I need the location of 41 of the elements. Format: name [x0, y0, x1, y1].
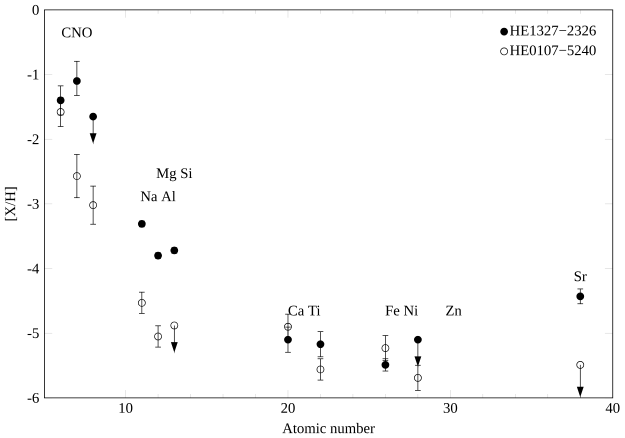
y-axis-title: [X/H] — [4, 187, 18, 220]
point — [576, 360, 584, 369]
y-tick-label: -2 — [28, 134, 38, 144]
point — [414, 374, 422, 382]
point — [56, 108, 65, 116]
y-tick-label: -1 — [28, 70, 38, 80]
point — [138, 298, 146, 307]
point — [316, 366, 324, 374]
annotation: Zn — [446, 306, 462, 316]
annotation: Na Al — [140, 190, 176, 202]
y-tick-label: -3 — [28, 198, 39, 209]
point — [73, 172, 81, 180]
annotation: Fe Ni — [386, 306, 418, 316]
point — [89, 112, 97, 120]
y-tick-label: 0 — [32, 4, 39, 15]
point — [382, 344, 390, 352]
point — [414, 336, 422, 344]
y-tick-label: -4 — [28, 264, 40, 274]
point — [576, 292, 584, 300]
annotation: Sr — [574, 271, 587, 282]
legend-label: HE0107−5240 — [510, 45, 596, 56]
point — [73, 77, 81, 85]
point — [154, 332, 162, 340]
annotation: Mg Si — [156, 168, 192, 182]
point — [89, 201, 97, 209]
annotation: CNO — [62, 27, 92, 38]
y-tick-label: -6 — [28, 392, 39, 403]
point — [382, 360, 390, 369]
point — [316, 340, 324, 348]
x-tick-label: 30 — [444, 402, 458, 413]
annotation: Ca Ti — [288, 306, 320, 316]
x-tick-label: 20 — [281, 402, 295, 413]
point — [170, 322, 178, 330]
legend-label: HE1327−2326 — [510, 26, 596, 36]
x-tick-label: 10 — [120, 402, 132, 413]
x-tick-label: 40 — [606, 402, 620, 413]
point — [284, 322, 292, 331]
point — [56, 96, 65, 104]
x-axis-title: Atomic number — [282, 422, 375, 434]
point — [284, 336, 292, 344]
y-tick-label: -5 — [28, 328, 39, 338]
